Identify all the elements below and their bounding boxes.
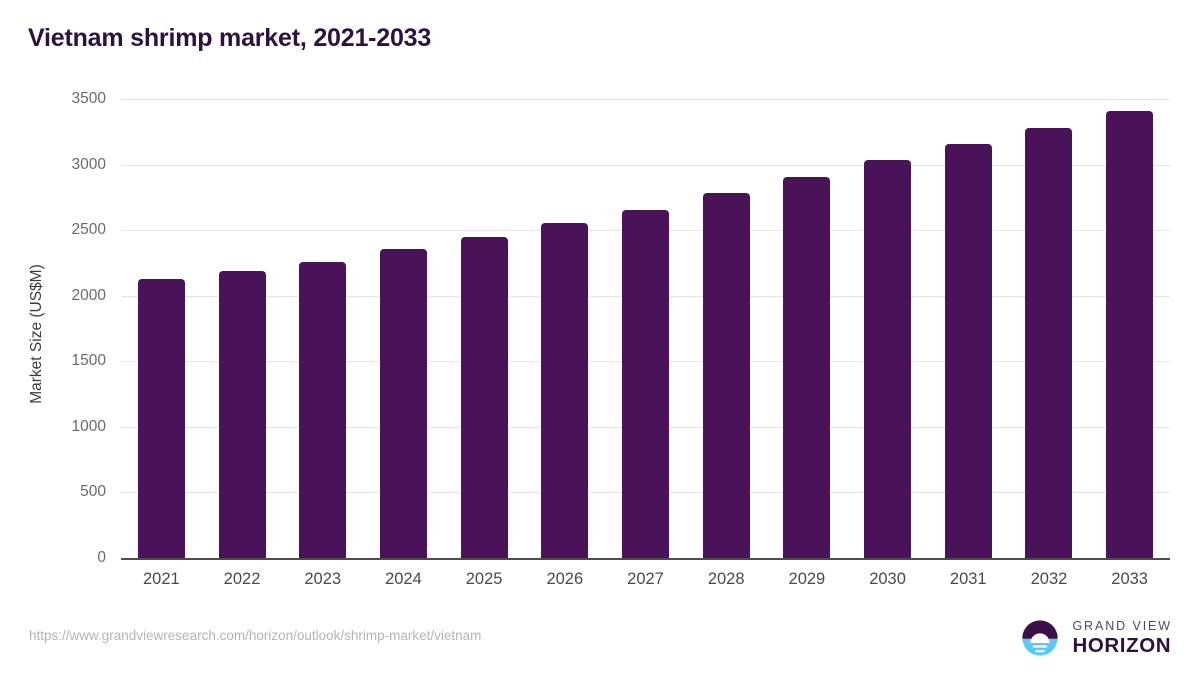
brand-line-2: HORIZON <box>1072 633 1172 657</box>
x-axis-tick-label-2028: 2028 <box>707 570 745 588</box>
x-axis-tick-label-2022: 2022 <box>223 570 261 588</box>
x-axis-tick-label-2027: 2027 <box>627 570 664 588</box>
bar-2026[interactable] <box>541 222 589 558</box>
bar-2030[interactable] <box>864 159 912 558</box>
brand-logo: GRAND VIEW HORIZON <box>1019 617 1172 659</box>
x-axis-tick-label-2026: 2026 <box>546 570 584 588</box>
bar-2023[interactable] <box>299 261 347 558</box>
bar-2027[interactable] <box>622 209 669 558</box>
page-title: Vietnam shrimp market, 2021-2033 <box>28 24 432 52</box>
x-axis-tick-label-2032: 2032 <box>1030 570 1068 588</box>
gridline <box>121 164 1170 166</box>
bar-2031[interactable] <box>944 144 992 558</box>
bar-2022[interactable] <box>218 270 266 558</box>
y-axis-tick-label: 2000 <box>71 286 106 304</box>
y-axis-tick-label: 1500 <box>71 352 106 370</box>
bar-2025[interactable] <box>460 236 508 558</box>
y-axis-tick-label: 3500 <box>71 90 106 107</box>
y-axis-tick-label: 2500 <box>71 221 106 239</box>
x-axis-tick-label-2030: 2030 <box>869 570 906 588</box>
x-axis-tick-label-2025: 2025 <box>465 570 503 588</box>
x-axis-tick-label-2031: 2031 <box>949 570 987 588</box>
source-url[interactable]: https://www.grandviewresearch.com/horizo… <box>29 628 482 643</box>
bar-2029[interactable] <box>783 177 831 558</box>
x-axis-tick-label-2029: 2029 <box>788 570 826 588</box>
y-axis-tick-label: 1000 <box>71 417 106 435</box>
x-axis-tick-label-2033: 2033 <box>1111 570 1148 588</box>
bar-2033[interactable] <box>1106 110 1154 558</box>
y-axis-tick-label: 3000 <box>71 155 106 173</box>
x-axis-tick-label-2021: 2021 <box>142 570 180 588</box>
bar-2024[interactable] <box>379 248 427 558</box>
bar-2032[interactable] <box>1025 127 1073 558</box>
gridline <box>121 99 1170 100</box>
brand-text: GRAND VIEW HORIZON <box>1072 620 1172 656</box>
x-axis-line <box>121 558 1170 560</box>
grand-view-horizon-logo-icon <box>1022 620 1059 656</box>
x-axis-tick-label-2024: 2024 <box>385 570 422 588</box>
bar-2021[interactable] <box>137 278 185 558</box>
brand-line-1: GRAND VIEW <box>1072 619 1172 633</box>
x-axis-tick-label-2023: 2023 <box>304 570 342 588</box>
y-axis-tick-label: 500 <box>80 483 106 501</box>
bar-2028[interactable] <box>702 192 750 558</box>
y-axis-tick-label: 0 <box>97 549 106 566</box>
